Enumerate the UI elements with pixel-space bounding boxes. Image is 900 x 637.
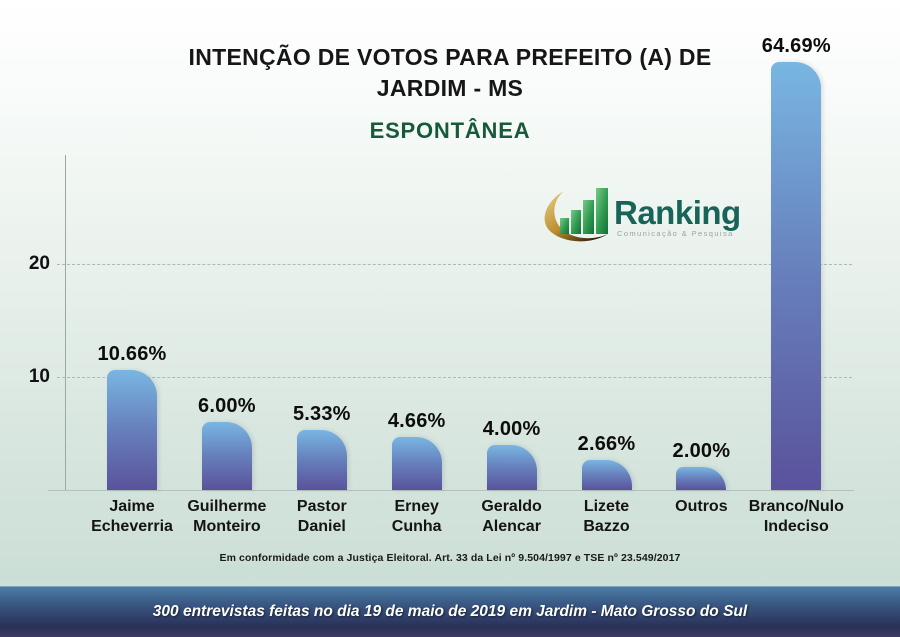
category-label-outros: Outros	[639, 497, 763, 517]
chart-title: INTENÇÃO DE VOTOS PARA PREFEITO (A) DE J…	[0, 42, 900, 104]
category-label-branco-nulo-indeciso: Branco/Nulo Indeciso	[734, 497, 858, 537]
category-label-pastor-daniel: Pastor Daniel	[260, 497, 384, 537]
bar-guilherme-monteiro	[201, 422, 252, 490]
bar-pastor-daniel	[296, 429, 347, 490]
y-tick-label-20: 20	[28, 253, 50, 274]
bottom-banner: 300 entrevistas feitas no dia 19 de maio…	[0, 586, 900, 637]
category-label-line: Cunha	[391, 518, 442, 535]
gridline-20	[57, 264, 852, 265]
value-label-branco-nulo-indeciso: 64.69%	[761, 35, 831, 57]
chart-title-line2: JARDIM - MS	[376, 75, 524, 101]
value-label-jaime-echeverria: 10.66%	[97, 342, 167, 365]
chart-title-line1: INTENÇÃO DE VOTOS PARA PREFEITO (A) DE	[188, 44, 712, 70]
value-label-guilherme-monteiro: 6.00%	[198, 395, 256, 418]
category-label-line: Branco/Nulo	[748, 498, 844, 515]
ranking-logo: Ranking Comunicação & Pesquisa	[538, 183, 748, 247]
banner-text: 300 entrevistas feitas no dia 19 de maio…	[152, 603, 748, 620]
category-label-guilherme-monteiro: Guilherme Monteiro	[165, 497, 289, 537]
logo-wordmark: Ranking	[614, 194, 741, 231]
category-label-line: Jaime	[109, 498, 155, 515]
bar-erney-cunha	[391, 437, 442, 490]
chart-subtitle: ESPONTÂNEA	[369, 118, 531, 143]
category-label-line: Erney	[394, 498, 439, 515]
category-label-jaime-echeverria: Jaime Echeverria	[70, 497, 194, 537]
y-axis-line	[65, 155, 66, 490]
value-label-geraldo-alencar: 4.00%	[482, 417, 541, 440]
ranking-logo-graphic: Ranking Comunicação & Pesquisa	[544, 188, 741, 242]
y-tick-label-10: 10	[28, 366, 50, 387]
value-label-lizete-bazzo: 2.66%	[577, 432, 636, 455]
bar-lizete-bazzo	[581, 459, 632, 490]
category-label-line: Monteiro	[193, 518, 261, 535]
x-axis-baseline	[48, 490, 854, 491]
category-label-line: Lizete	[583, 498, 630, 515]
value-label-pastor-daniel: 5.33%	[292, 402, 351, 425]
category-label-erney-cunha: Erney Cunha	[355, 497, 479, 537]
gridline-10	[57, 377, 852, 378]
legal-disclaimer: Em conformidade com a Justiça Eleitoral.…	[219, 552, 681, 564]
category-label-line: Guilherme	[187, 498, 267, 515]
bar-geraldo-alencar	[486, 444, 537, 490]
value-label-erney-cunha: 4.66%	[387, 410, 446, 433]
bar-branco-nulo-indeciso	[771, 62, 822, 490]
category-label-line: Daniel	[297, 518, 346, 535]
category-label-line: Echeverria	[91, 518, 173, 535]
category-label-geraldo-alencar: Geraldo Alencar	[450, 497, 574, 537]
category-label-line: Outros	[675, 498, 728, 515]
category-label-line: Pastor	[296, 498, 347, 515]
category-label-line: Geraldo	[481, 498, 542, 515]
logo-bars-icon	[560, 188, 608, 234]
category-label-line: Alencar	[482, 518, 541, 535]
bar-outros	[676, 467, 727, 490]
logo-tagline: Comunicação & Pesquisa	[617, 229, 734, 238]
value-label-outros: 2.00%	[672, 440, 731, 463]
category-label-lizete-bazzo: Lizete Bazzo	[545, 497, 669, 537]
category-label-line: Bazzo	[583, 518, 630, 535]
bar-jaime-echeverria	[107, 369, 157, 490]
category-label-line: Indeciso	[763, 518, 829, 535]
